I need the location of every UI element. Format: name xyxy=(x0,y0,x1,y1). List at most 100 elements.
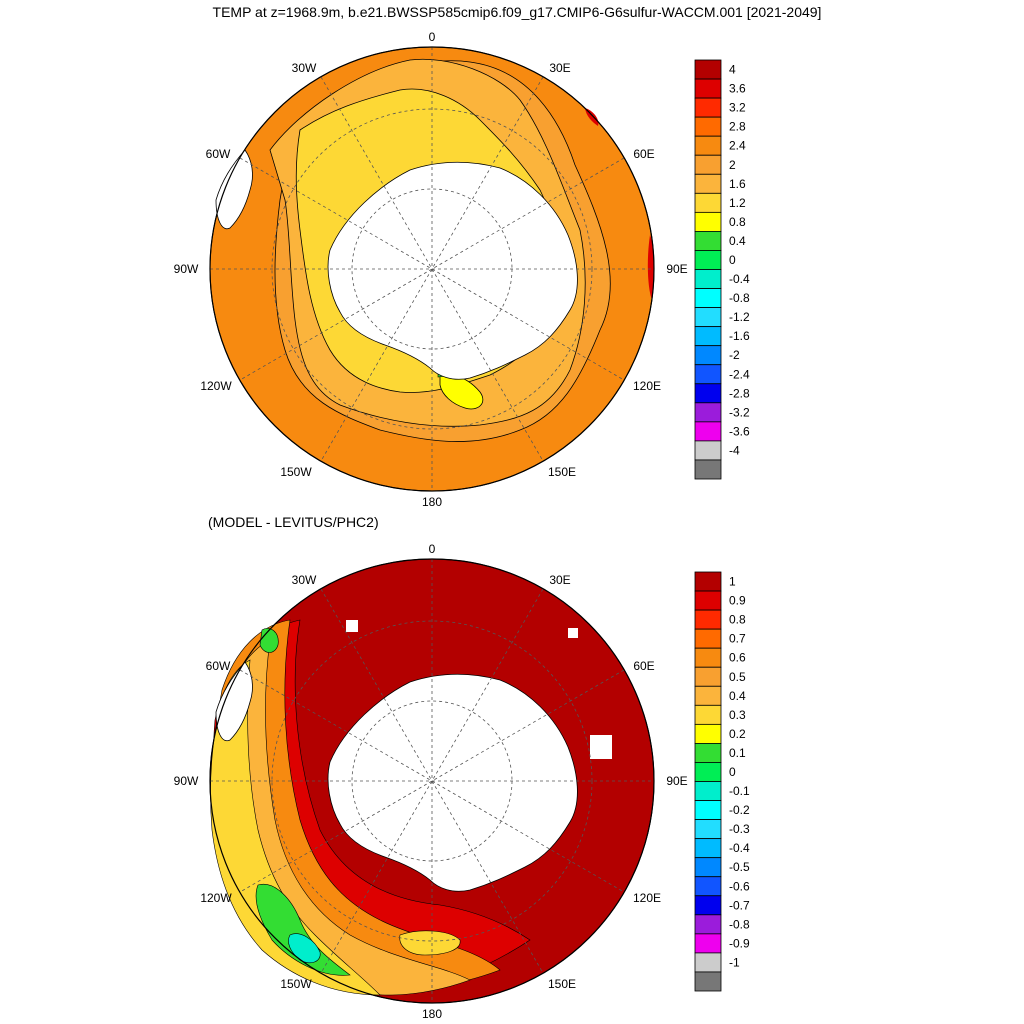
colorbar-bottom-tick-label: 1 xyxy=(729,575,736,589)
colorbar-bottom-tick-label: 0.3 xyxy=(729,708,746,722)
colorbar-bottom-swatch xyxy=(694,952,722,973)
colorbar-bottom-tick-label: 0 xyxy=(729,765,736,779)
colorbar-top-swatch xyxy=(694,364,722,385)
colorbar-top-tick-label: -1.6 xyxy=(729,329,750,343)
bottom-map-antarctica xyxy=(327,673,578,892)
lon-label: 60E xyxy=(633,659,654,673)
top-map-south-america xyxy=(215,149,253,230)
colorbar-bottom-swatch xyxy=(694,800,722,820)
colorbar-bottom-tick-label: -0.5 xyxy=(729,860,750,874)
colorbar-top-swatch xyxy=(694,154,722,175)
colorbar-bottom-tick-label: 0.5 xyxy=(729,670,746,684)
colorbar-bottom-swatch xyxy=(694,723,722,744)
colorbar-top-swatch xyxy=(694,440,722,461)
colorbar-top-swatch xyxy=(694,345,722,366)
colorbar-bottom-tick-label: -0.6 xyxy=(729,879,750,893)
lon-label: 150E xyxy=(548,465,576,479)
colorbar-top-swatch xyxy=(694,135,722,156)
panel-subtitle: (MODEL - LEVITUS/PHC2) xyxy=(208,514,379,530)
bottom-map-south-america xyxy=(215,661,253,742)
colorbar-bottom-tick-label: 0.9 xyxy=(729,594,746,608)
colorbar-top-swatch xyxy=(694,326,722,347)
colorbar-top-swatch xyxy=(694,116,722,137)
colorbar-bottom-swatch xyxy=(694,685,722,706)
colorbar-bottom-tick-label: 0.1 xyxy=(729,746,746,760)
colorbar-top-tick-label: -3.6 xyxy=(729,424,750,438)
colorbar-bottom-swatch xyxy=(694,571,722,592)
colorbar-top-tick-label: 1.6 xyxy=(729,177,746,191)
colorbar-bottom-swatch xyxy=(694,590,722,611)
colorbar-top-tick-label: 4 xyxy=(729,63,736,77)
lon-label: 120W xyxy=(200,379,232,393)
bottom-map-mask-patch xyxy=(346,620,358,632)
colorbar-bottom-swatch xyxy=(694,857,722,878)
colorbar-bottom-swatch xyxy=(694,762,722,782)
colorbar-top-swatch xyxy=(694,78,722,99)
colorbar-top-swatch xyxy=(694,288,722,308)
lon-label: 30E xyxy=(549,61,570,75)
colorbar-top-tick-label: -0.4 xyxy=(729,272,750,286)
lon-label: 150E xyxy=(548,977,576,991)
top-map xyxy=(209,46,655,492)
top-map-graticule xyxy=(210,47,654,491)
colorbar-top-swatch xyxy=(694,307,722,328)
lon-label: 90E xyxy=(666,774,687,788)
bottom-map-mask-patch xyxy=(568,628,578,638)
colorbar-top-tick-label: -2 xyxy=(729,348,740,362)
colorbar-bottom-swatch xyxy=(694,914,722,935)
lon-label: 0 xyxy=(429,542,436,556)
colorbar-bottom-swatch xyxy=(694,876,722,897)
lon-label: 90W xyxy=(174,774,199,788)
lon-label: 30E xyxy=(549,573,570,587)
colorbar-top-swatch xyxy=(694,211,722,232)
bottom-map-yellow-patch-s xyxy=(399,930,461,956)
colorbar-top-tick-label: -3.2 xyxy=(729,405,750,419)
bottom-map-mask-patch xyxy=(590,735,612,759)
colorbar-top-swatch xyxy=(694,250,722,270)
colorbar-top-swatch xyxy=(694,173,722,194)
lon-label: 150W xyxy=(280,977,312,991)
colorbar-top-tick-label: -4 xyxy=(729,443,740,457)
colorbar-top-tick-label: 2 xyxy=(729,158,736,172)
colorbar-top-tick-label: -2.8 xyxy=(729,386,750,400)
colorbar-top-tick-label: -2.4 xyxy=(729,367,750,381)
bottom-map-graticule xyxy=(210,559,654,1003)
colorbar-bottom-swatch xyxy=(694,971,722,992)
colorbar-bottom-swatch xyxy=(694,647,722,668)
top-map-border xyxy=(209,46,655,492)
colorbar-bottom: 1 0.9 0.8 0.7 0.6 0.5 0.4 0.3 0.2 0.1 0 -0.1 -0.2 -0.… xyxy=(694,571,750,992)
colorbar-bottom-tick-label: 0.6 xyxy=(729,651,746,665)
colorbar-bottom-swatch xyxy=(694,838,722,859)
colorbar-top-swatch xyxy=(694,231,722,251)
lon-label: 30W xyxy=(292,61,317,75)
colorbar-bottom-tick-label: 0.4 xyxy=(729,689,746,703)
colorbar-top-tick-label: -0.8 xyxy=(729,291,750,305)
colorbar-bottom-tick-label: -0.9 xyxy=(729,936,750,950)
colorbar-bottom-swatch xyxy=(694,666,722,687)
colorbar-bottom-swatch xyxy=(694,781,722,801)
colorbar-bottom-swatch xyxy=(694,933,722,954)
colorbar-top-swatch xyxy=(694,421,722,442)
colorbar-bottom-swatch xyxy=(694,609,722,630)
lon-label: 60W xyxy=(206,147,231,161)
lon-label: 0 xyxy=(429,30,436,44)
colorbar-bottom-tick-label: 0.2 xyxy=(729,727,746,741)
colorbar-bottom-tick-label: -0.3 xyxy=(729,822,750,836)
colorbar-bottom-tick-label: -0.2 xyxy=(729,803,750,817)
colorbar-bottom-tick-label: -0.4 xyxy=(729,841,750,855)
colorbar-bottom-tick-label: -0.8 xyxy=(729,917,750,931)
colorbar-top-tick-label: 2.8 xyxy=(729,120,746,134)
colorbar-bottom-tick-label: -0.1 xyxy=(729,784,750,798)
lon-label: 150W xyxy=(280,465,312,479)
colorbar-bottom-swatch xyxy=(694,743,722,763)
lon-label: 180 xyxy=(422,495,442,509)
bottom-map-border xyxy=(209,558,655,1004)
lon-label: 120E xyxy=(633,379,661,393)
colorbar-top-tick-label: 0 xyxy=(729,253,736,267)
colorbar-bottom-tick-label: -0.7 xyxy=(729,898,750,912)
lon-label: 180 xyxy=(422,1007,442,1021)
lon-label: 60E xyxy=(633,147,654,161)
lon-label: 30W xyxy=(292,573,317,587)
top-map-red-patch-e xyxy=(647,235,654,300)
